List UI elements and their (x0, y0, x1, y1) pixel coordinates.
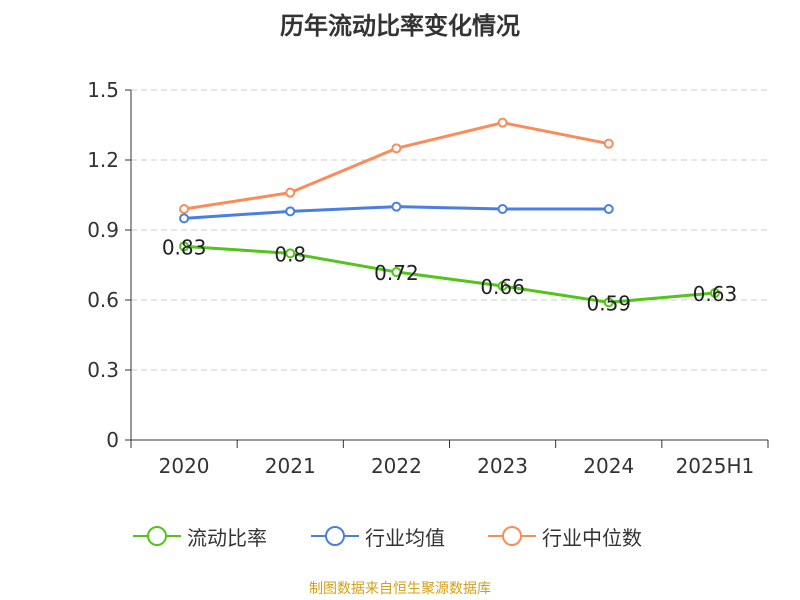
data-label: 0.72 (374, 261, 419, 285)
data-point (285, 206, 296, 217)
data-label: 0.59 (586, 291, 631, 315)
x-tick-label: 2023 (477, 454, 528, 478)
data-point (603, 204, 614, 214)
data-label: 0.8 (274, 242, 306, 266)
legend-label-current-ratio: 流动比率 (187, 525, 267, 550)
data-point (497, 117, 508, 128)
legend-item-current-ratio[interactable]: 流动比率 (133, 520, 267, 552)
x-tick-label: 2021 (265, 454, 316, 478)
data-point (391, 201, 402, 212)
legend-item-industry-median[interactable]: 行业中位数 (488, 520, 642, 552)
x-tick-label: 2024 (583, 454, 634, 478)
x-tick-label: 2022 (371, 454, 422, 478)
data-point (179, 241, 190, 252)
data-point (391, 267, 402, 277)
data-label: 0.63 (693, 282, 738, 306)
x-tick-label: 2025H1 (676, 454, 755, 478)
legend-marker-current-ratio (133, 526, 181, 546)
data-point (603, 297, 614, 308)
y-tick-label: 0.3 (87, 358, 119, 382)
legend-label-industry-average: 行业均值 (365, 525, 445, 550)
series-line (183, 121, 610, 211)
data-point (285, 187, 296, 198)
data-source-note: 制图数据来自恒生聚源数据库 (309, 581, 491, 597)
data-point (497, 281, 508, 291)
chart-title: 历年流动比率变化情况 (280, 12, 520, 40)
legend-item-industry-average[interactable]: 行业均值 (311, 520, 445, 552)
data-point (179, 213, 190, 224)
y-tick-label: 1.5 (87, 78, 119, 102)
y-tick-label: 0.6 (87, 288, 119, 312)
legend-marker-industry-median (488, 526, 536, 546)
data-point (391, 143, 402, 154)
legend-marker-industry-average (311, 526, 359, 546)
legend-label-industry-median: 行业中位数 (542, 525, 642, 550)
y-tick-label: 0.9 (87, 218, 119, 242)
data-point (603, 138, 614, 149)
y-tick-label: 0 (106, 428, 119, 452)
data-point (285, 248, 296, 259)
data-point (709, 288, 720, 298)
data-label: 0.83 (162, 235, 207, 259)
x-tick-label: 2020 (159, 454, 210, 478)
data-point (179, 204, 190, 214)
y-tick-label: 1.2 (87, 148, 119, 172)
data-label: 0.66 (480, 275, 525, 299)
data-point (497, 204, 508, 214)
series-line (183, 244, 716, 304)
